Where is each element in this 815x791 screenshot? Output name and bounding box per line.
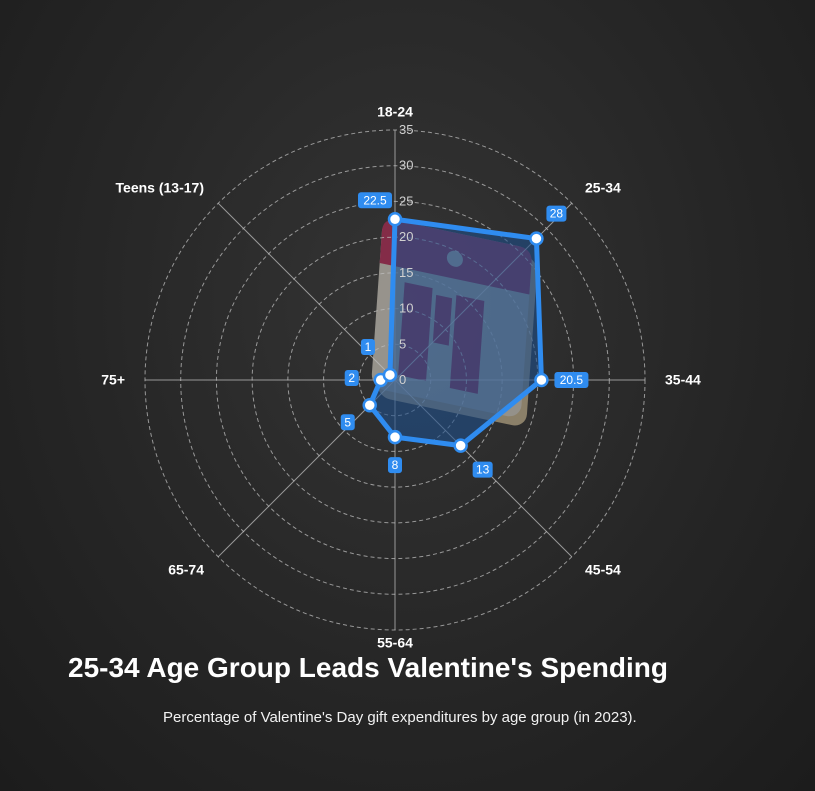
radial-tick-label: 25: [399, 193, 413, 208]
data-label-text: 28: [550, 207, 564, 221]
data-label-bg: [546, 205, 567, 222]
radial-tick-label: 5: [399, 336, 406, 351]
axis-label: 25-34: [585, 180, 621, 196]
data-point: [382, 367, 398, 383]
data-point: [362, 398, 377, 413]
data-label: 1: [360, 338, 375, 355]
data-label-bg: [344, 370, 359, 386]
data-label-text: 8: [392, 458, 399, 472]
data-point: [387, 212, 403, 227]
axis-labels: 18-24 25-34 35-44 45-54 55-64 65-74 75+ Teens (…: [101, 104, 701, 651]
data-point: [387, 429, 403, 445]
series-layer: [362, 212, 549, 453]
data-labels: 22.5 28 20.5 13 8 5 2 1: [340, 192, 589, 478]
data-label-bg: [554, 372, 589, 388]
data-label-text: 13: [476, 463, 490, 477]
data-point: [534, 372, 549, 388]
data-label: 22.5: [358, 192, 392, 209]
data-label-text: 22.5: [363, 193, 387, 207]
radial-tick-label: 15: [399, 265, 413, 280]
data-label: 13: [472, 461, 493, 478]
data-label-bg: [340, 414, 355, 431]
radial-tick-label: 0: [399, 372, 406, 387]
data-label: 2: [344, 370, 359, 386]
axis-label: 45-54: [585, 562, 621, 578]
data-label: 20.5: [554, 372, 589, 388]
data-label-bg: [358, 192, 392, 209]
data-point: [529, 231, 544, 246]
axis-label: 55-64: [377, 635, 413, 651]
radial-tick-labels: 0 5 10 15 20 25 30 35: [399, 122, 413, 387]
axis-label: Teens (13-17): [116, 180, 204, 196]
axis-label: 18-24: [377, 104, 413, 120]
axis-label: 75+: [101, 372, 125, 388]
axis-label: 35-44: [665, 372, 701, 388]
data-label-text: 20.5: [560, 373, 584, 387]
chart-subtitle: Percentage of Valentine's Day gift expen…: [163, 709, 637, 726]
radial-tick-label: 20: [399, 229, 413, 244]
data-label: 28: [546, 205, 567, 222]
data-label-bg: [388, 457, 402, 474]
radial-tick-label: 30: [399, 158, 413, 173]
data-label-bg: [472, 461, 493, 478]
radial-tick-label: 10: [399, 301, 413, 316]
data-label-text: 5: [344, 415, 351, 429]
radial-tick-label: 35: [399, 122, 413, 137]
chart-title: 25-34 Age Group Leads Valentine's Spendi…: [68, 652, 668, 683]
data-label: 5: [340, 414, 355, 431]
data-label-bg: [360, 338, 375, 355]
data-point: [453, 438, 468, 453]
data-label: 8: [388, 457, 402, 474]
data-label-text: 1: [365, 340, 372, 354]
axis-label: 65-74: [168, 562, 204, 578]
data-label-text: 2: [348, 371, 355, 385]
